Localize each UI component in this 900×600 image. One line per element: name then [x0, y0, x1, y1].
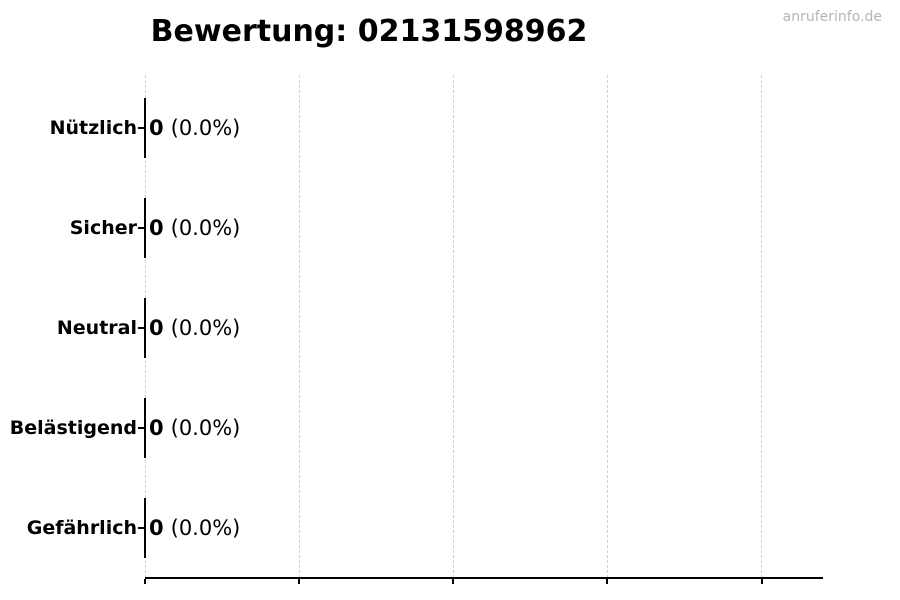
category-row: Nützlich 0 (0.0%)	[0, 97, 900, 158]
chart-title: Bewertung: 02131598962	[150, 14, 588, 49]
x-axis-tick	[606, 579, 608, 584]
vote-count: 0	[149, 115, 164, 140]
y-axis-tick	[138, 426, 145, 429]
category-row: Gefährlich 0 (0.0%)	[0, 497, 900, 558]
y-axis-tick	[138, 126, 145, 129]
zero-bar	[144, 297, 146, 358]
vote-count: 0	[149, 315, 164, 340]
vote-percentage: (0.0%)	[170, 415, 241, 440]
x-axis-line	[145, 577, 823, 579]
vote-percentage: (0.0%)	[170, 315, 241, 340]
category-label: Nützlich	[49, 116, 137, 139]
gridline	[298, 75, 300, 578]
vote-percentage: (0.0%)	[170, 115, 241, 140]
y-axis-tick	[138, 226, 145, 229]
x-axis-tick	[144, 579, 146, 584]
vote-percentage: (0.0%)	[170, 215, 241, 240]
y-axis-tick	[138, 526, 145, 529]
zero-bar	[144, 397, 146, 458]
category-label: Sicher	[69, 216, 137, 239]
x-axis-tick	[761, 579, 763, 584]
zero-bar	[144, 97, 146, 158]
watermark: anruferinfo.de	[782, 9, 882, 25]
gridline	[761, 75, 762, 578]
bar-value-label: 0 (0.0%)	[149, 506, 240, 550]
gridline	[452, 75, 454, 578]
category-row: Sicher 0 (0.0%)	[0, 197, 900, 258]
vote-count: 0	[149, 215, 164, 240]
gridline	[606, 75, 608, 578]
y-axis-tick	[138, 326, 145, 329]
category-label: Belästigend	[9, 416, 137, 439]
x-axis-tick	[452, 579, 454, 584]
category-label: Neutral	[56, 316, 137, 339]
category-row: Neutral 0 (0.0%)	[0, 297, 900, 358]
vote-count: 0	[149, 415, 164, 440]
bar-value-label: 0 (0.0%)	[149, 306, 240, 350]
category-row: Belästigend 0 (0.0%)	[0, 397, 900, 458]
vote-count: 0	[149, 515, 164, 540]
x-axis-tick	[298, 579, 300, 584]
zero-bar	[144, 197, 146, 258]
vote-percentage: (0.0%)	[170, 515, 241, 540]
bar-value-label: 0 (0.0%)	[149, 106, 240, 150]
bar-value-label: 0 (0.0%)	[149, 206, 240, 250]
category-label: Gefährlich	[26, 516, 137, 539]
zero-bar	[144, 497, 146, 558]
bar-value-label: 0 (0.0%)	[149, 406, 240, 450]
